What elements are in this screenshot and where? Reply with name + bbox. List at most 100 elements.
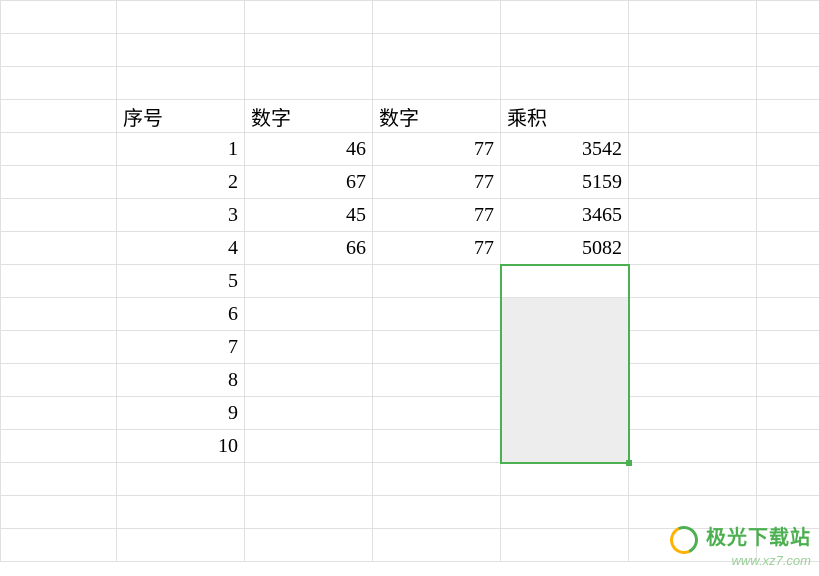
cell-seq[interactable]: 9	[117, 397, 245, 430]
cell[interactable]	[373, 1, 501, 34]
cell[interactable]	[501, 34, 629, 67]
cell-number-b[interactable]: 77	[373, 133, 501, 166]
cell[interactable]	[629, 496, 757, 529]
cell[interactable]	[373, 34, 501, 67]
cell[interactable]	[501, 463, 629, 496]
cell-number-b[interactable]: 77	[373, 166, 501, 199]
cell[interactable]	[1, 298, 117, 331]
cell-number-b[interactable]	[373, 298, 501, 331]
cell-product[interactable]	[501, 430, 629, 463]
cell-number-b[interactable]: 77	[373, 199, 501, 232]
cell[interactable]	[117, 34, 245, 67]
cell[interactable]	[1, 331, 117, 364]
cell[interactable]	[1, 67, 117, 100]
cell[interactable]	[757, 463, 819, 496]
cell[interactable]	[1, 463, 117, 496]
cell-number-a[interactable]	[245, 331, 373, 364]
cell[interactable]	[757, 430, 819, 463]
cell-product[interactable]	[501, 364, 629, 397]
cell-number-a[interactable]: 67	[245, 166, 373, 199]
cell[interactable]	[757, 67, 819, 100]
cell[interactable]	[757, 1, 819, 34]
cell[interactable]	[1, 496, 117, 529]
cell-product[interactable]: 3542	[501, 133, 629, 166]
cell[interactable]	[117, 529, 245, 562]
cell[interactable]	[117, 496, 245, 529]
cell[interactable]	[629, 199, 757, 232]
cell-number-a[interactable]: 45	[245, 199, 373, 232]
cell-product[interactable]	[501, 265, 629, 298]
cell[interactable]	[1, 265, 117, 298]
cell-number-a[interactable]	[245, 265, 373, 298]
cell[interactable]	[117, 67, 245, 100]
cell[interactable]	[757, 397, 819, 430]
cell-product[interactable]	[501, 331, 629, 364]
cell-product[interactable]	[501, 298, 629, 331]
cell-seq[interactable]: 10	[117, 430, 245, 463]
cell-product[interactable]	[501, 397, 629, 430]
cell-product[interactable]: 3465	[501, 199, 629, 232]
cell[interactable]	[373, 463, 501, 496]
cell[interactable]	[629, 364, 757, 397]
cell[interactable]	[1, 1, 117, 34]
cell[interactable]	[757, 100, 819, 133]
cell-number-b[interactable]	[373, 331, 501, 364]
column-header[interactable]: 序号	[117, 100, 245, 133]
cell[interactable]	[501, 1, 629, 34]
cell[interactable]	[1, 430, 117, 463]
cell-number-a[interactable]: 66	[245, 232, 373, 265]
cell-seq[interactable]: 8	[117, 364, 245, 397]
cell[interactable]	[757, 265, 819, 298]
cell[interactable]	[245, 1, 373, 34]
cell[interactable]	[757, 232, 819, 265]
column-header[interactable]: 数字	[245, 100, 373, 133]
cell[interactable]	[245, 34, 373, 67]
cell[interactable]	[629, 265, 757, 298]
cell[interactable]	[629, 463, 757, 496]
cell[interactable]	[757, 496, 819, 529]
cell[interactable]	[629, 67, 757, 100]
cell[interactable]	[117, 463, 245, 496]
spreadsheet-grid[interactable]: 序号数字数字乘积14677354226777515934577346546677…	[0, 0, 819, 562]
column-header[interactable]: 数字	[373, 100, 501, 133]
cell-seq[interactable]: 7	[117, 331, 245, 364]
cell[interactable]	[629, 232, 757, 265]
cell-number-a[interactable]	[245, 430, 373, 463]
cell-number-b[interactable]	[373, 397, 501, 430]
cell-seq[interactable]: 5	[117, 265, 245, 298]
cell[interactable]	[629, 34, 757, 67]
cell-seq[interactable]: 4	[117, 232, 245, 265]
cell[interactable]	[629, 298, 757, 331]
cell[interactable]	[501, 529, 629, 562]
cell-number-a[interactable]: 46	[245, 133, 373, 166]
cell-product[interactable]: 5159	[501, 166, 629, 199]
cell[interactable]	[757, 364, 819, 397]
cell-number-a[interactable]	[245, 397, 373, 430]
cell-number-b[interactable]: 77	[373, 232, 501, 265]
cell-number-b[interactable]	[373, 430, 501, 463]
cell-number-b[interactable]	[373, 265, 501, 298]
cell[interactable]	[1, 232, 117, 265]
cell[interactable]	[245, 463, 373, 496]
cell-product[interactable]: 5082	[501, 232, 629, 265]
cell-seq[interactable]: 3	[117, 199, 245, 232]
cell[interactable]	[629, 397, 757, 430]
cell[interactable]	[629, 166, 757, 199]
cell[interactable]	[629, 331, 757, 364]
cell[interactable]	[629, 1, 757, 34]
cell[interactable]	[501, 496, 629, 529]
cell-number-a[interactable]	[245, 298, 373, 331]
cell[interactable]	[245, 67, 373, 100]
cell[interactable]	[501, 67, 629, 100]
cell-number-b[interactable]	[373, 364, 501, 397]
cell[interactable]	[757, 331, 819, 364]
cell[interactable]	[1, 529, 117, 562]
cell[interactable]	[1, 166, 117, 199]
cell[interactable]	[629, 133, 757, 166]
cell[interactable]	[757, 34, 819, 67]
cell[interactable]	[1, 34, 117, 67]
cell[interactable]	[373, 67, 501, 100]
cell[interactable]	[245, 496, 373, 529]
cell-seq[interactable]: 1	[117, 133, 245, 166]
cell[interactable]	[1, 133, 117, 166]
